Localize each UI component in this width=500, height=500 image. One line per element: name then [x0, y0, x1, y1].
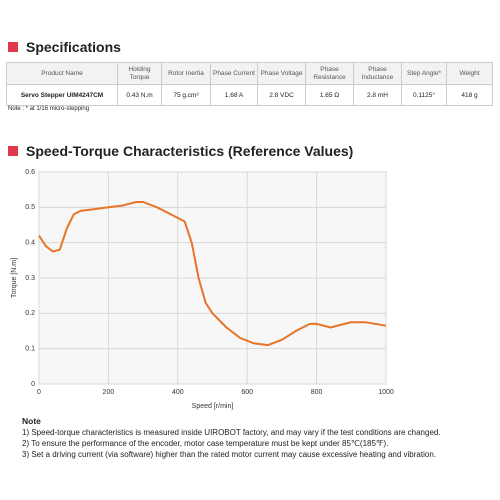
y-tick-label: 0.5 [25, 204, 35, 211]
x-axis-label: Speed [r/min] [192, 403, 234, 410]
cell: 1.65 Ω [305, 84, 354, 106]
heading-text: Specifications [26, 39, 121, 55]
x-tick-label: 0 [37, 389, 41, 396]
header-cell: Phase Inductance [353, 62, 402, 85]
cell: 418 g [446, 84, 493, 106]
heading-text: Speed-Torque Characteristics (Reference … [26, 143, 354, 159]
y-tick-label: 0.4 [25, 240, 35, 247]
chart: 0 0.1 0.2 0.3 0.4 0.5 0.6 0 200 400 600 800 1000 Spee… [11, 169, 394, 410]
x-tick-label: 1000 [378, 389, 394, 396]
notes: Note 1) Speed-torque characteristics is … [22, 416, 441, 460]
section-heading: Speed-Torque Characteristics (Reference … [8, 143, 353, 159]
spec-table: Product Name Holding Torque Rotor Inertia P… [6, 62, 493, 106]
header-cell: Product Name [6, 62, 118, 85]
header-cell: Weight [446, 62, 493, 85]
header-cell: Holding Torque [117, 62, 162, 85]
note-item: 2) To ensure the performance of the enco… [22, 439, 389, 448]
y-tick-label: 0.1 [25, 346, 35, 353]
note-item: 3) Set a driving current (via software) … [22, 450, 436, 459]
header-cell: Step Angle* [401, 62, 447, 85]
y-tick-label: 0.3 [25, 275, 35, 282]
x-tick-label: 200 [103, 389, 115, 396]
header-cell: Phase Voltage [257, 62, 306, 85]
cell: 2.8 mH [353, 84, 402, 106]
y-tick-label: 0.6 [25, 169, 35, 176]
notes-title: Note [22, 416, 41, 426]
y-tick-label: 0.2 [25, 310, 35, 317]
table-note: Note : * at 1/16 micro-stepping [8, 106, 90, 112]
cell: 0.1125° [401, 84, 447, 106]
data-line [38, 201, 387, 347]
header-cell: Rotor Inertia [161, 62, 211, 85]
y-tick-label: 0 [31, 381, 35, 388]
x-tick-label: 600 [241, 389, 253, 396]
header-cell: Phase Resistance [305, 62, 354, 85]
cell: 2.8 VDC [257, 84, 306, 106]
cell: Servo Stepper UIM4247CM [6, 84, 118, 106]
x-tick-label: 400 [172, 389, 184, 396]
cell: 1.68 A [210, 84, 258, 106]
x-tick-label: 800 [311, 389, 323, 396]
y-axis-label: Torque [N.m] [11, 258, 18, 298]
cell: 75 g.cm² [161, 84, 211, 106]
note-item: 1) Speed-torque characteristics is measu… [22, 428, 441, 437]
section-heading: Specifications [8, 39, 121, 55]
cell: 0.43 N.m [117, 84, 162, 106]
header-cell: Phase Current [210, 62, 258, 85]
